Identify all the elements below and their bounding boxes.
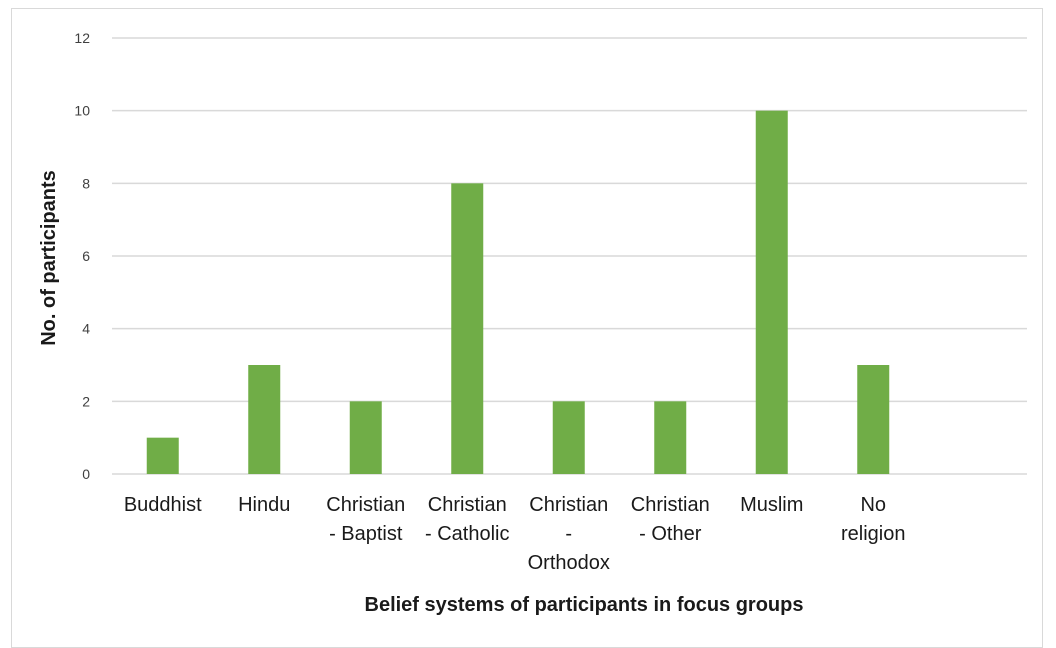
x-category-label-line: Hindu (238, 494, 290, 516)
y-tick-label: 0 (82, 466, 90, 482)
bar (248, 365, 281, 474)
bar (349, 401, 382, 474)
x-category-label-line: Orthodox (528, 552, 610, 574)
y-tick-label: 6 (82, 248, 90, 264)
x-category-label: Christian - Baptist (326, 494, 405, 545)
x-category-label-line: religion (841, 523, 905, 545)
bars (146, 110, 890, 475)
bar (451, 183, 484, 475)
x-category-label: Muslim (740, 494, 803, 516)
y-tick-label: 12 (74, 30, 90, 46)
bar (857, 365, 890, 474)
x-category-label: Christian - Other (631, 494, 710, 545)
x-category-labels: Buddhist Hindu Christian - BaptistChristian… (124, 494, 906, 574)
x-category-label-line: Christian (326, 494, 405, 516)
x-category-label-line: Buddhist (124, 494, 202, 516)
y-tick-label: 10 (74, 103, 90, 119)
y-tick-label: 8 (82, 175, 90, 191)
x-category-label-line: Muslim (740, 494, 803, 516)
bar (755, 110, 788, 475)
bar (654, 401, 687, 474)
x-category-label: Christian - Orthodox (528, 494, 610, 574)
x-category-label-line: - (565, 523, 572, 545)
x-category-label-line: - Baptist (329, 523, 403, 545)
x-category-label-line: Christian (631, 494, 710, 516)
x-category-label: Buddhist (124, 494, 202, 516)
x-category-label-line: Christian (428, 494, 507, 516)
y-tick-label: 4 (82, 321, 90, 337)
x-category-label-line: - Other (639, 523, 702, 545)
x-category-label: Christian - Catholic (425, 494, 509, 545)
bar (552, 401, 585, 474)
x-category-label-line: - Catholic (425, 523, 509, 545)
bar-chart: 0 2 4 6 8 10 12 Buddhist Hindu Christian - Baptis… (38, 30, 1027, 616)
x-category-label-line: No (860, 494, 886, 516)
x-category-label: Hindu (238, 494, 290, 516)
bar (146, 437, 179, 474)
x-category-label: No religion (841, 494, 905, 545)
x-axis-title: Belief systems of participants in focus … (365, 594, 804, 616)
y-tick-labels: 0 2 4 6 8 10 12 (74, 30, 90, 482)
y-tick-label: 2 (82, 393, 90, 409)
x-category-label-line: Christian (529, 494, 608, 516)
y-axis-title: No. of participants (38, 170, 60, 346)
